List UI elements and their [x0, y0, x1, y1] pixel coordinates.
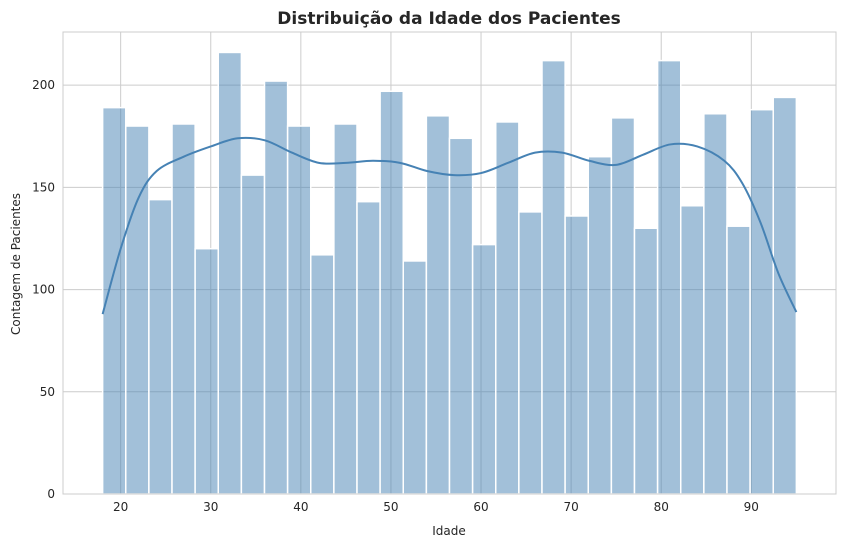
histogram-bar [494, 121, 520, 495]
histogram-bar [564, 215, 589, 495]
histogram-bar [148, 198, 173, 495]
y-tick-label: 150 [32, 180, 55, 194]
y-tick-label: 50 [40, 385, 55, 399]
histogram-bar [679, 205, 705, 495]
x-tick-label: 50 [383, 500, 398, 514]
x-tick-labels: 20 30 40 50 60 70 80 90 [113, 500, 759, 514]
histogram-bar [518, 211, 543, 495]
y-tick-labels: 0 50 100 150 200 [32, 78, 55, 501]
histogram-bar [772, 96, 798, 495]
kde-line [101, 136, 798, 315]
histogram-bar [587, 155, 613, 495]
x-tick-label: 30 [203, 500, 218, 514]
x-tick-label: 20 [113, 500, 128, 514]
histogram-bar [541, 59, 566, 495]
histogram-bar [333, 123, 358, 495]
y-tick-label: 100 [32, 283, 55, 297]
x-tick-label: 60 [473, 500, 488, 514]
histogram-bar [356, 200, 381, 495]
histogram-bar [610, 117, 636, 495]
y-tick-label: 200 [32, 78, 55, 92]
y-axis-label: Contagem de Pacientes [9, 193, 23, 335]
histogram-bar [703, 113, 728, 495]
y-tick-label: 0 [47, 487, 55, 501]
x-axis-label: Idade [432, 524, 466, 538]
histogram-bar [310, 254, 335, 495]
x-tick-label: 90 [744, 500, 759, 514]
histogram-bar [286, 125, 312, 495]
plot-frame [62, 31, 837, 495]
histogram-bar [402, 260, 428, 495]
histogram-bar [217, 51, 243, 495]
histogram-bar [263, 80, 289, 495]
histogram-bar [471, 243, 497, 495]
histogram-bar [194, 247, 220, 495]
histogram-bar [240, 174, 266, 495]
x-tick-label: 70 [563, 500, 578, 514]
x-tick-label: 40 [293, 500, 308, 514]
histogram-bar [448, 137, 474, 495]
histogram-bar [633, 227, 659, 495]
histogram-bar [726, 225, 751, 495]
histogram-bar [379, 90, 405, 495]
chart-title: Distribuição da Idade dos Pacientes [277, 9, 620, 29]
x-tick-label: 80 [654, 500, 669, 514]
histogram-bar [171, 123, 196, 495]
histogram-bars [101, 51, 798, 495]
histogram-bar [125, 125, 150, 495]
histogram-bar [656, 59, 682, 495]
histogram-bar [749, 108, 774, 495]
